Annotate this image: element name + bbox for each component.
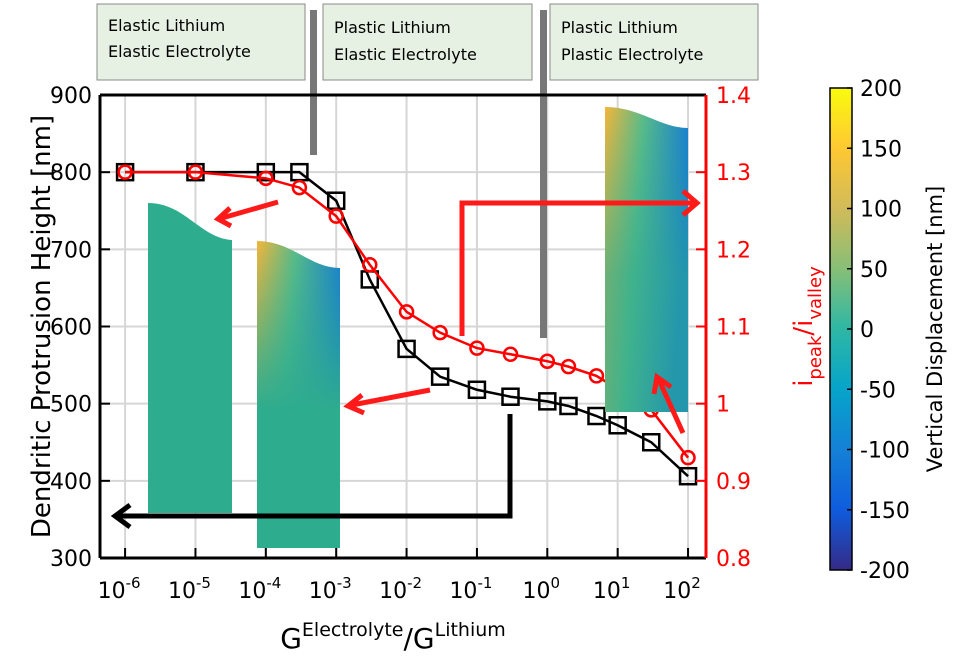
inset <box>605 107 688 412</box>
x-label-part: Lithium <box>435 619 506 641</box>
annotation-box <box>323 4 532 80</box>
chart: Elastic Lithium Elastic Electrolyte Plas… <box>0 0 953 660</box>
annotation-boxes: Elastic Lithium Elastic Electrolyte Plas… <box>97 4 758 80</box>
divider <box>540 10 547 338</box>
colorbar-tick-label: -150 <box>860 499 910 524</box>
x-tick-label: 10-5 <box>168 574 211 604</box>
annotation: Plastic Electrolyte <box>561 45 703 64</box>
y-axis-label: Dendritic Protrusion Height [nm] <box>27 115 57 538</box>
y-tick-label: 300 <box>50 547 92 572</box>
x-tick-label: 101 <box>593 574 631 604</box>
x-tick-label: 100 <box>523 574 561 604</box>
annotation: Elastic Lithium <box>108 16 225 35</box>
y2-axis-label: ipeak/ivalley <box>789 266 826 387</box>
y2-tick-label: 0.8 <box>716 547 751 572</box>
x-tick-label: 10-2 <box>379 574 422 604</box>
y2-label-part: /i <box>789 320 819 336</box>
y2-label-part: i <box>789 380 819 387</box>
annotation-box <box>550 4 758 80</box>
y2-tick-label: 0.9 <box>716 470 751 495</box>
x-axis-label: GElectrolyte/GLithium <box>280 619 506 655</box>
x-label-part: /G <box>403 622 434 655</box>
tick-base: 10 <box>523 579 551 604</box>
y2-label-part: valley <box>805 266 826 320</box>
tick-exponent: 1 <box>621 574 631 592</box>
x-tick-label: 10-6 <box>98 574 141 604</box>
inset <box>148 203 232 513</box>
colorbar-tick-label: 200 <box>860 77 902 102</box>
divider <box>310 10 317 155</box>
colorbar-tick-label: 100 <box>860 198 902 223</box>
tick-base: 10 <box>168 579 196 604</box>
colorbar-tick-label: 150 <box>860 137 902 162</box>
arrow <box>218 202 278 226</box>
y2-label-part: peak <box>805 335 826 380</box>
colorbar-tick-label: -100 <box>860 439 910 464</box>
y2-tick-label: 1.2 <box>716 238 751 263</box>
tick-exponent: 2 <box>691 574 701 592</box>
colorbar-tick-label: 0 <box>860 318 874 343</box>
annotation: Plastic Lithium <box>561 18 678 37</box>
x-label-part: Electrolyte <box>302 619 404 641</box>
colorbar-tick-label: 50 <box>860 258 888 283</box>
colorbar-tick-label: -50 <box>860 378 896 403</box>
inset <box>257 241 340 548</box>
tick-exponent: -5 <box>196 574 211 592</box>
arrow <box>348 390 430 413</box>
annotation: Elastic Electrolyte <box>334 45 477 64</box>
colorbar: -200 -150 -100 -50 0 50 100 150 200 Vertical Disp… <box>830 77 947 584</box>
tick-base: 10 <box>379 579 407 604</box>
colorbar-tick-label: -200 <box>860 559 910 584</box>
y2-tick-label: 1.1 <box>716 316 751 341</box>
tick-base: 10 <box>663 579 691 604</box>
y2-tick-label: 1 <box>716 393 730 418</box>
x-tick-label: 10-4 <box>238 574 281 604</box>
tick-base: 10 <box>449 579 477 604</box>
tick-base: 10 <box>98 579 126 604</box>
tick-exponent: -2 <box>407 574 422 592</box>
x-tick-label: 10-1 <box>449 574 492 604</box>
tick-exponent: -1 <box>477 574 492 592</box>
tick-exponent: -6 <box>126 574 141 592</box>
x-label-part: G <box>280 622 302 655</box>
x-tick-label: 102 <box>663 574 701 604</box>
annotation: Plastic Lithium <box>334 18 451 37</box>
y-tick-label: 900 <box>50 84 92 109</box>
x-tick-label: 10-3 <box>309 574 352 604</box>
tick-base: 10 <box>309 579 337 604</box>
tick-base: 10 <box>593 579 621 604</box>
tick-base: 10 <box>238 579 266 604</box>
y2-tick-label: 1.4 <box>716 84 751 109</box>
colorbar-label: Vertical Displacement [nm] <box>923 186 947 472</box>
tick-exponent: -3 <box>337 574 352 592</box>
tick-exponent: 0 <box>551 574 561 592</box>
tick-exponent: -4 <box>266 574 281 592</box>
annotation: Elastic Electrolyte <box>108 42 251 61</box>
y2-tick-label: 1.3 <box>716 161 751 186</box>
